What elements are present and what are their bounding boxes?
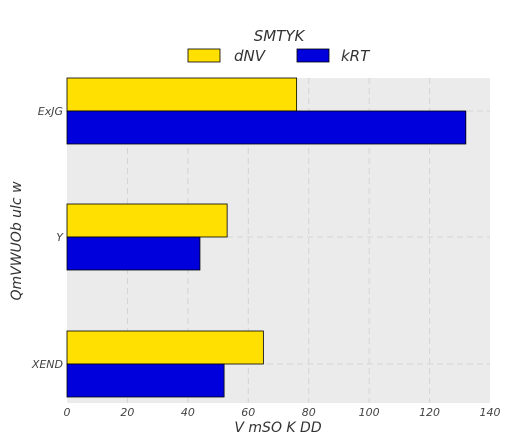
- x-tick-label: 0: [64, 406, 71, 419]
- x-tick-label: 100: [359, 406, 380, 419]
- x-tick-label: 60: [241, 406, 255, 419]
- bar-krt-xend: [66, 363, 225, 398]
- legend-label-dnv: dNV: [234, 47, 267, 65]
- bar-dnv-xend: [66, 330, 264, 365]
- bar-krt-y: [66, 236, 201, 271]
- legend: SMTYK dNV kRT: [187, 27, 371, 65]
- x-tick-label: 20: [120, 406, 134, 419]
- x-tick-label: 40: [181, 406, 195, 419]
- bar-krt-exjg: [66, 110, 467, 145]
- y-category-label: ExJG: [38, 105, 63, 118]
- legend-title: SMTYK: [254, 27, 306, 45]
- y-category-label: Y: [56, 231, 64, 244]
- x-axis-ticks: 0 20 40 60 80 100 120 140: [64, 406, 501, 419]
- bar-dnv-exjg: [66, 77, 298, 112]
- x-tick-label: 120: [419, 406, 440, 419]
- x-tick-label: 140: [480, 406, 501, 419]
- y-axis-label: QmVWUOb ulc w: [9, 181, 25, 301]
- x-axis-label: V mSO K DD: [234, 420, 321, 436]
- bars: [66, 77, 467, 398]
- legend-swatch-dnv: [187, 48, 221, 63]
- y-axis-categories: ExJG Y XEND: [31, 105, 64, 371]
- legend-label-krt: kRT: [341, 47, 371, 65]
- y-category-label: XEND: [31, 358, 63, 371]
- bar-dnv-y: [66, 203, 228, 238]
- legend-swatch-krt: [296, 48, 330, 63]
- x-tick-label: 80: [302, 406, 316, 419]
